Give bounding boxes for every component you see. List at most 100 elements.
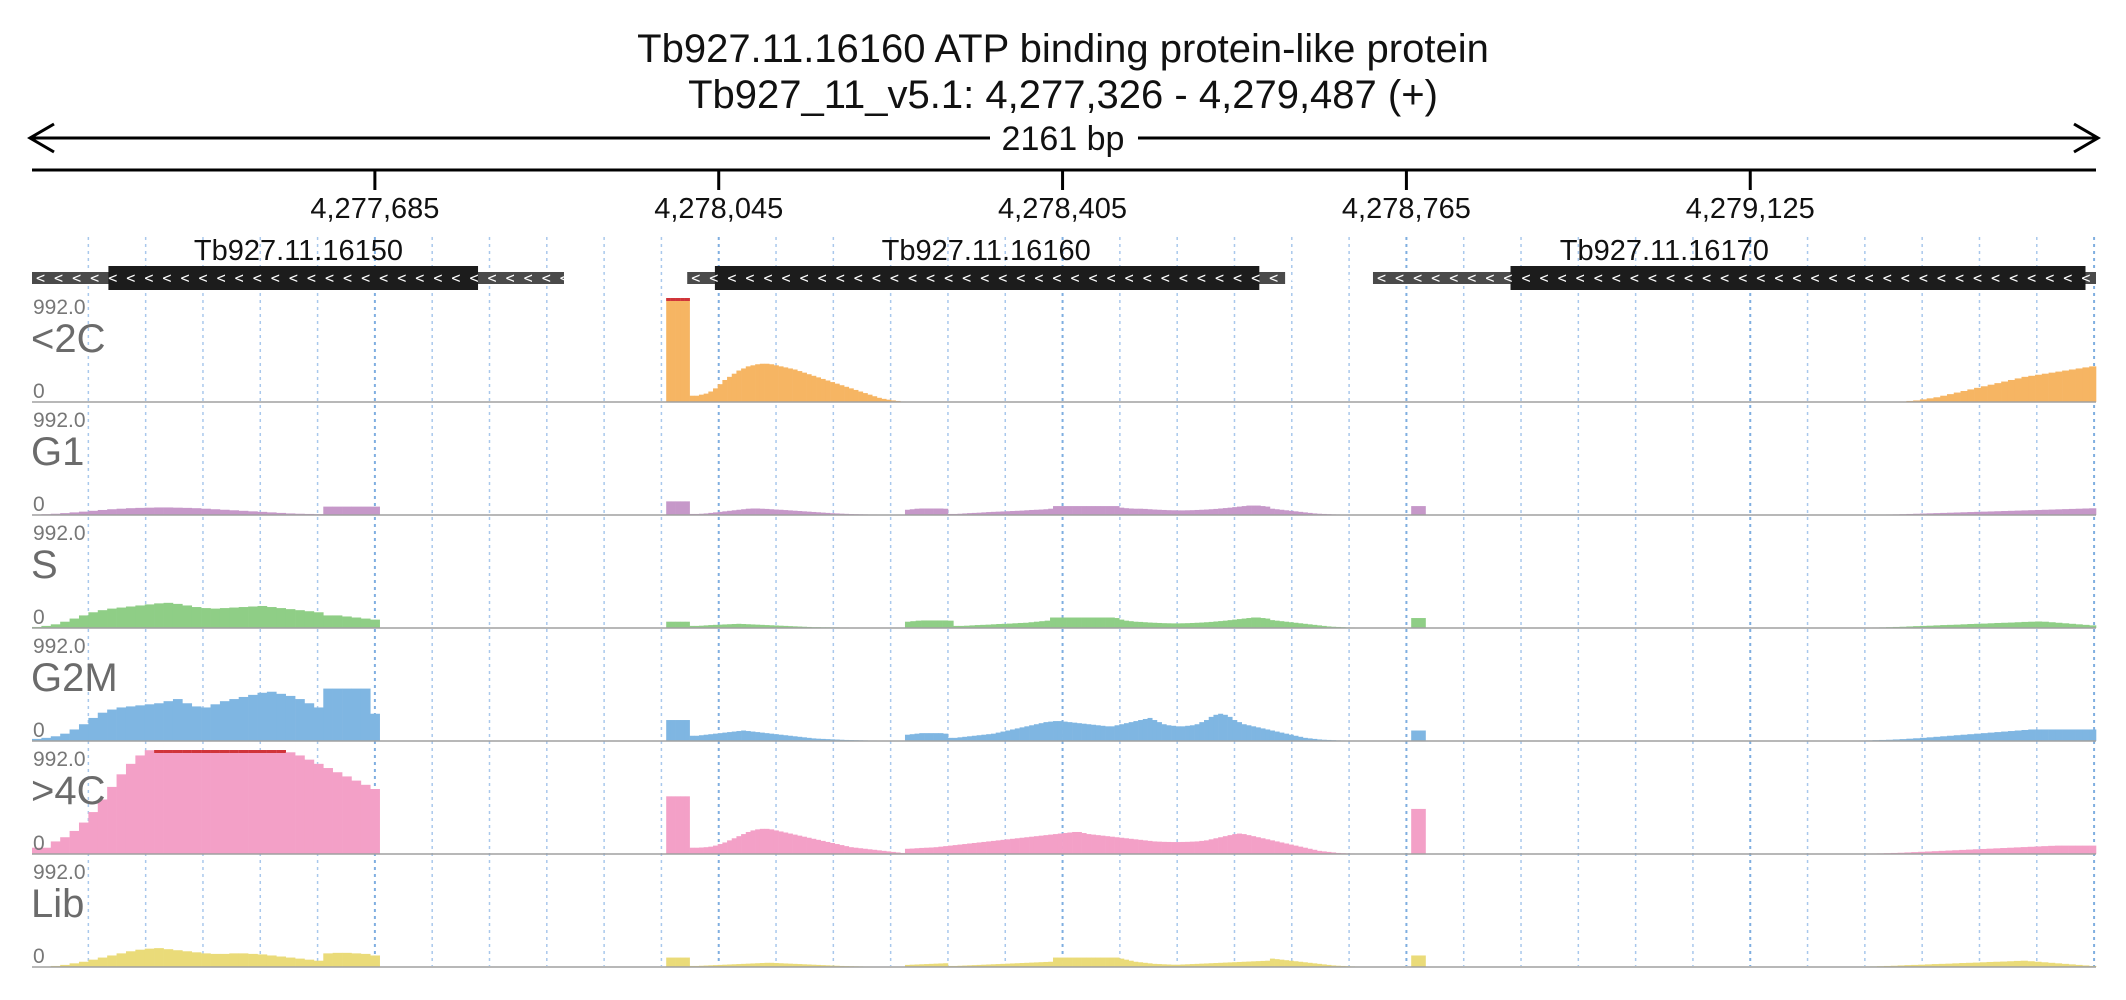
coverage-bar xyxy=(116,953,127,967)
coverage-bar xyxy=(967,513,973,515)
coverage-bar xyxy=(928,847,934,854)
coverage-bar xyxy=(1138,962,1144,967)
coverage-bar xyxy=(1251,505,1257,515)
coverage-bar xyxy=(1892,739,1900,741)
coverage-bar xyxy=(351,780,362,854)
coverage-bar xyxy=(342,506,352,515)
coverage-bar xyxy=(708,512,714,515)
coverage-bar xyxy=(1204,622,1210,628)
coverage-bar xyxy=(919,964,925,967)
coverage-bar xyxy=(257,511,268,515)
coverage-bar xyxy=(792,963,798,967)
coverage-bar xyxy=(942,620,949,628)
coverage-bar xyxy=(957,737,963,741)
coverage-bar xyxy=(839,845,845,854)
coverage-bar xyxy=(32,847,42,854)
coverage-bar xyxy=(1175,623,1181,628)
coverage-bar xyxy=(1302,512,1308,515)
coverage-bar xyxy=(201,608,211,628)
coverage-bar xyxy=(1251,726,1257,741)
coverage-bar xyxy=(1953,392,1961,402)
coverage-bar xyxy=(1924,851,1933,854)
coverage-bar xyxy=(727,376,733,402)
coverage-bar xyxy=(1109,506,1115,515)
coverage-bar xyxy=(1960,624,1968,628)
coverage-bar xyxy=(1241,834,1247,854)
strand-chevrons: < < < < < < < < < < < < < < < < < < < < … xyxy=(36,269,623,287)
coverage-bar xyxy=(1913,400,1921,402)
coverage-bar xyxy=(229,607,240,628)
span-length-label: 2161 bp xyxy=(1002,120,1125,158)
coverage-bar xyxy=(266,607,277,628)
coverage-bar xyxy=(1236,722,1242,741)
coverage-bar xyxy=(1161,509,1167,515)
coverage-bar xyxy=(2082,845,2090,854)
coverage-bar xyxy=(1033,724,1039,741)
coverage-bar xyxy=(295,699,305,741)
coverage-bar xyxy=(1067,506,1073,515)
coverage-bar xyxy=(1014,838,1020,854)
coverage-bar xyxy=(60,964,70,967)
coverage-bar xyxy=(1185,725,1191,741)
coverage-bar xyxy=(116,774,127,854)
coverage-bar xyxy=(1279,732,1285,741)
coverage-bar xyxy=(1100,617,1106,628)
coverage-bar xyxy=(2020,847,2028,854)
coverage-bar xyxy=(2041,729,2049,741)
coverage-bar xyxy=(769,733,775,741)
coverage-bar xyxy=(811,738,817,741)
coverage-bar xyxy=(342,776,352,854)
coverage-bar xyxy=(313,960,324,967)
coverage-bar xyxy=(830,739,836,741)
coverage-bar xyxy=(904,848,911,854)
coverage-bar xyxy=(1029,725,1035,741)
coverage-bar xyxy=(257,954,268,967)
coverage-bar xyxy=(1913,738,1921,741)
coverage-bar xyxy=(971,512,977,515)
arrow-left-icon xyxy=(27,122,55,154)
coverage-bar xyxy=(2089,366,2097,402)
coverage-bar xyxy=(792,626,798,628)
coverage-bar xyxy=(1043,722,1049,741)
coverage-bar xyxy=(1331,852,1337,854)
coverage-bar xyxy=(1307,962,1313,967)
coverage-bar xyxy=(238,953,249,967)
coverage-bar xyxy=(285,513,296,515)
coverage-bar xyxy=(276,608,286,628)
coverage-bar xyxy=(1293,511,1299,515)
track-max-label: 992.0 xyxy=(33,861,86,884)
coverage-bar xyxy=(248,953,258,967)
coverage-bar xyxy=(1284,621,1290,628)
coverage-bar xyxy=(1194,622,1200,628)
coverage-bar xyxy=(1919,625,1927,628)
coverage-bar xyxy=(792,834,798,854)
track-max-label: 992.0 xyxy=(33,409,86,432)
coverage-bar xyxy=(1241,961,1247,967)
coverage-track: 992.0 0 >4C xyxy=(31,748,2097,855)
coverage-bar xyxy=(806,737,812,741)
coverage-bar xyxy=(976,842,982,854)
coverage-bar xyxy=(755,732,761,741)
track-min-label: 0 xyxy=(33,719,45,742)
coverage-bar xyxy=(1947,394,1955,402)
coverage-bar xyxy=(811,511,817,515)
coverage-bar xyxy=(1109,836,1115,854)
coverage-bar xyxy=(1128,960,1134,967)
coverage-bar xyxy=(2001,731,2009,741)
axis-tick-label: 4,279,125 xyxy=(1686,193,1815,225)
coverage-bar xyxy=(1980,733,1988,741)
coverage-bar xyxy=(938,508,944,515)
coverage-bar xyxy=(928,508,934,515)
coverage-bar xyxy=(182,703,193,741)
coverage-bar xyxy=(1293,622,1299,628)
coverage-bar xyxy=(881,398,887,402)
coverage-bar xyxy=(257,750,268,854)
axis-tick-label: 4,277,685 xyxy=(310,193,439,225)
coverage-bar xyxy=(182,951,193,967)
coverage-bar xyxy=(1274,841,1280,854)
coverage-bar xyxy=(1053,506,1059,515)
coverage-bar xyxy=(755,624,761,628)
coverage-bar xyxy=(2028,729,2036,741)
coverage-bar xyxy=(125,706,136,741)
coverage-bar xyxy=(2007,622,2016,628)
